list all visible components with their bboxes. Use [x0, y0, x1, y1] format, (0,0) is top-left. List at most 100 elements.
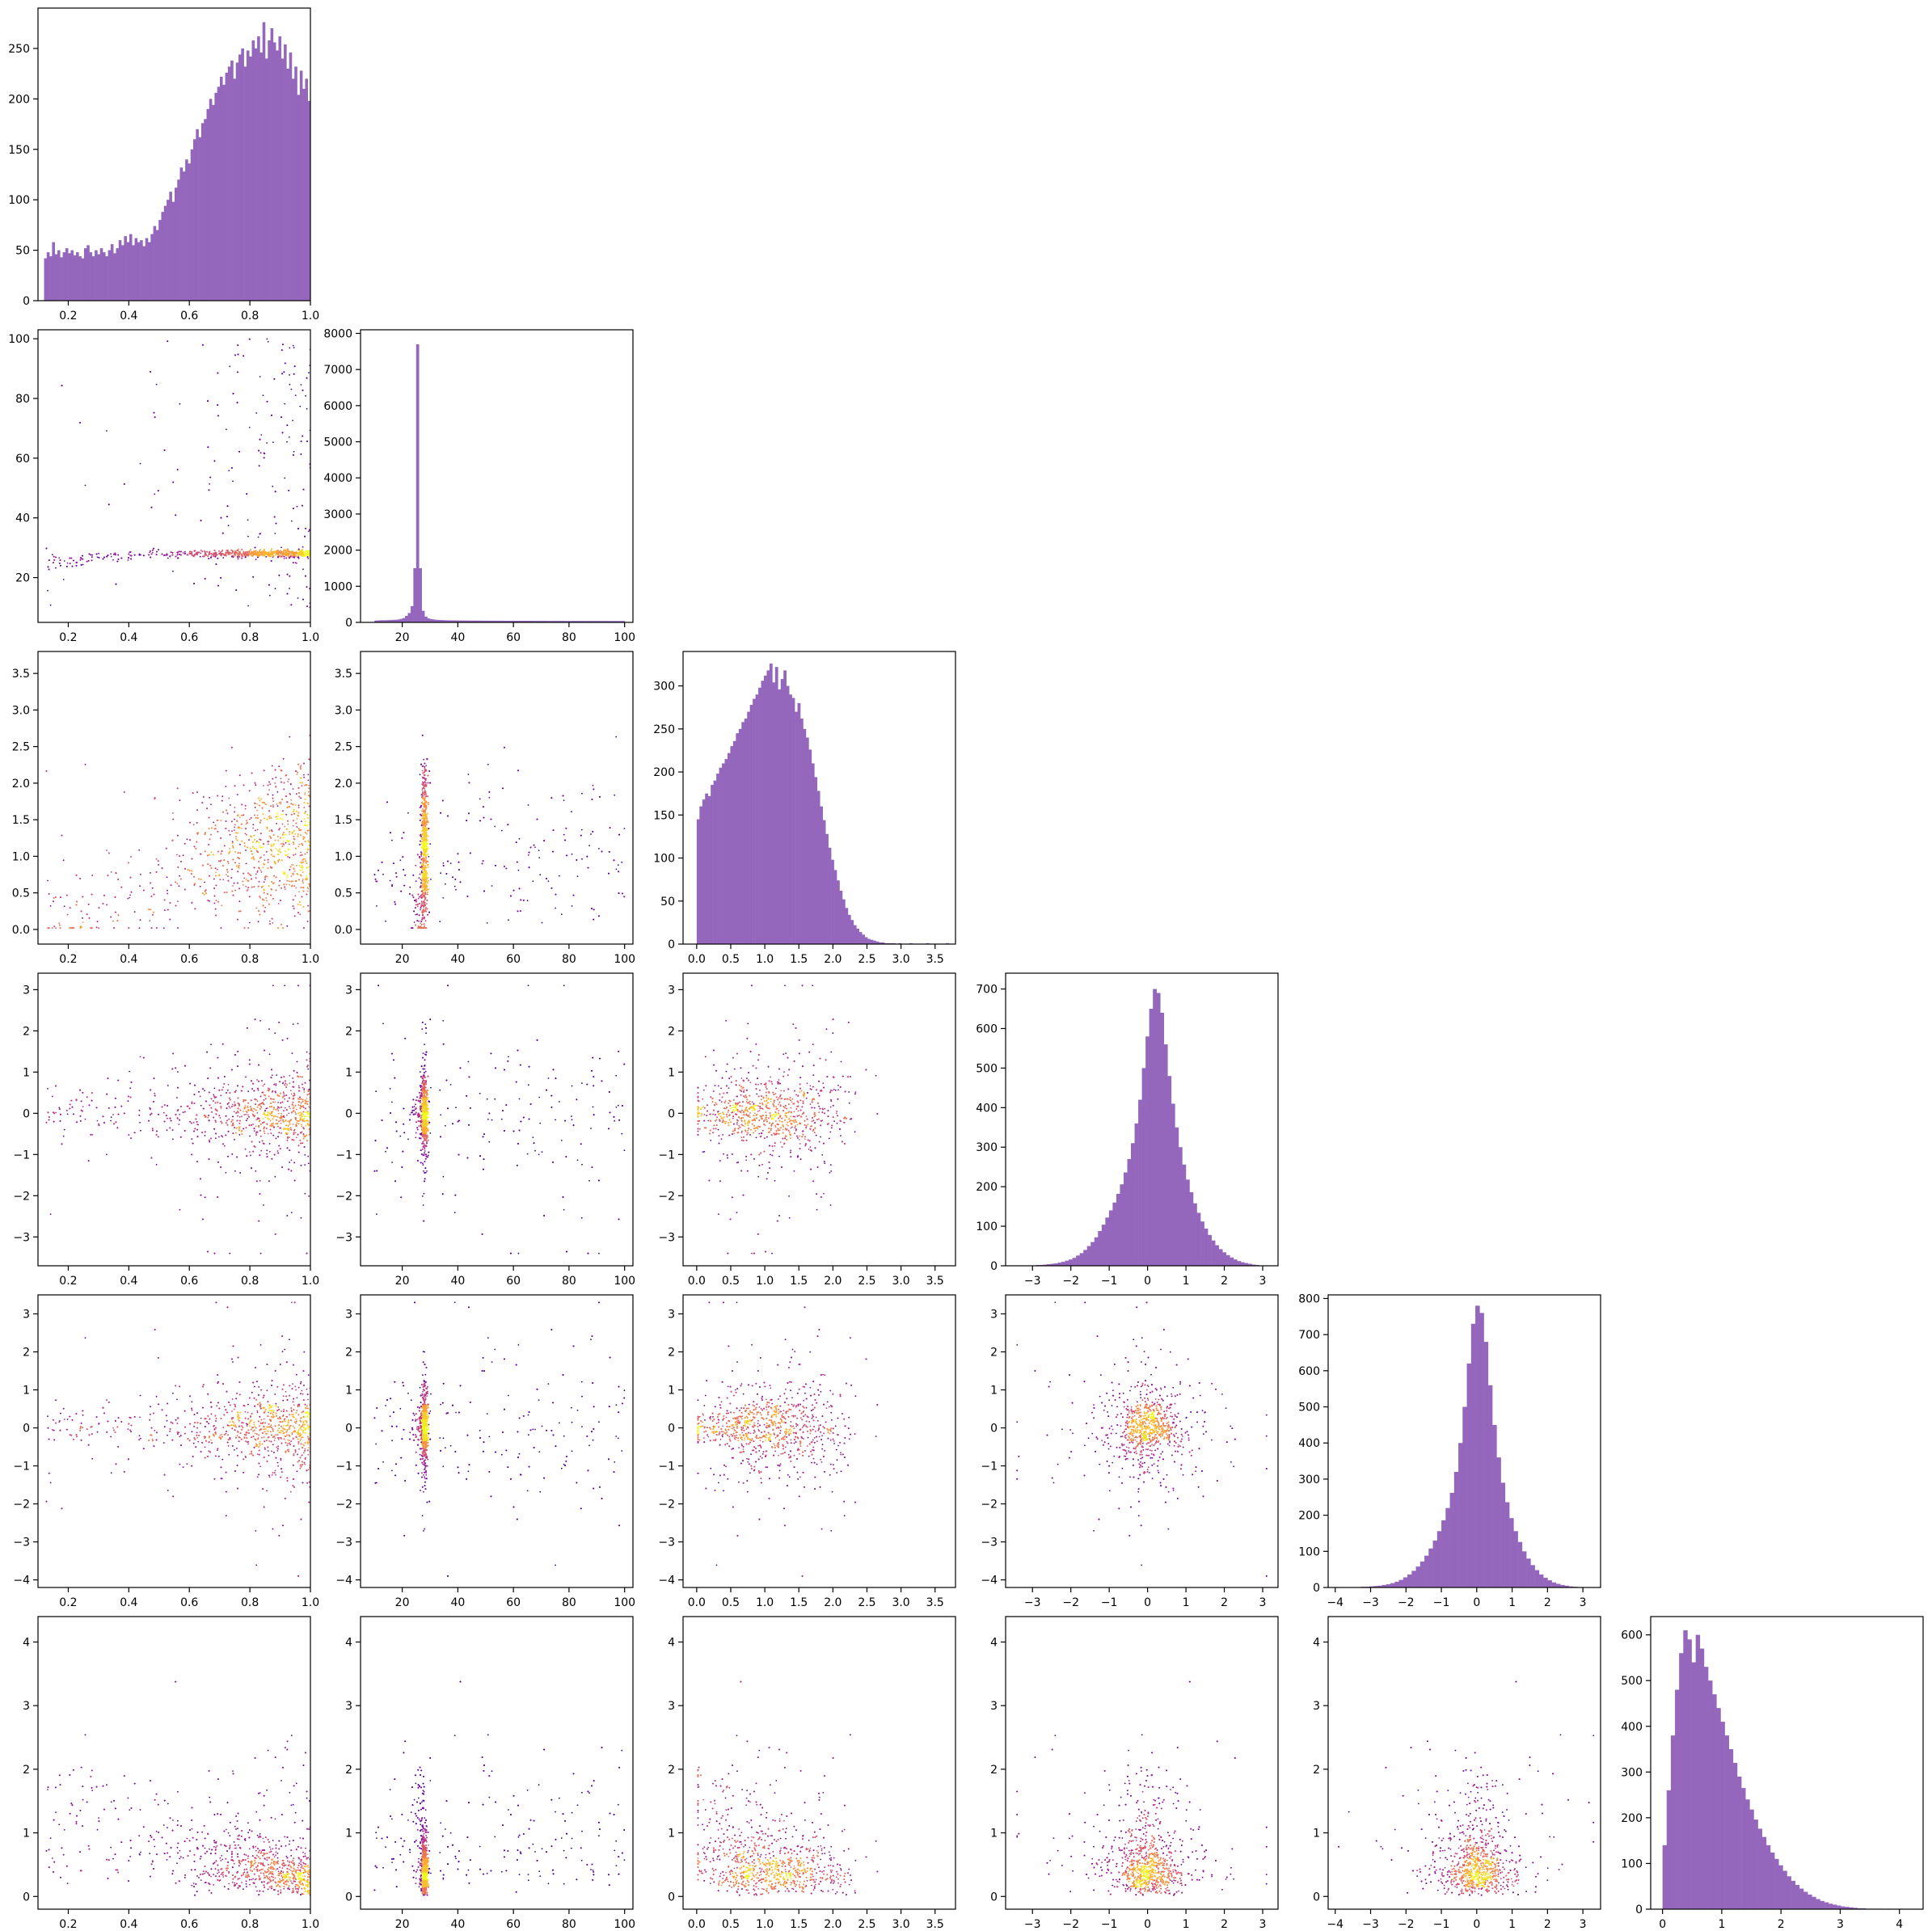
scatter-point	[210, 557, 212, 559]
scatter-point	[301, 862, 303, 864]
scatter-point	[237, 550, 238, 551]
scatter-point	[229, 833, 231, 836]
scatter-point	[199, 885, 201, 888]
scatter-point	[287, 823, 289, 825]
scatter-point	[264, 879, 266, 880]
scatter-point	[300, 384, 302, 386]
scatter-point	[297, 554, 300, 556]
scatter-point	[289, 555, 292, 558]
scatter-point	[204, 578, 206, 580]
histogram-bar	[198, 137, 202, 301]
scatter-point	[202, 555, 205, 558]
scatter-point	[151, 551, 154, 554]
histogram-bar	[519, 621, 522, 622]
scatter-point	[307, 558, 310, 559]
histogram-bar	[419, 567, 422, 622]
scatter-point	[289, 843, 290, 845]
scatter-point	[293, 508, 294, 509]
histogram-bar	[299, 70, 303, 301]
x-tick-label: 100	[614, 631, 635, 644]
y-tick-label: 3000	[323, 508, 352, 521]
scatter-point	[179, 875, 181, 877]
scatter-point	[218, 553, 221, 554]
scatter-point	[281, 416, 282, 418]
scatter-point	[208, 558, 210, 559]
y-tick-label: 8000	[323, 327, 352, 340]
scatter-point	[306, 586, 308, 588]
scatter-point	[47, 589, 49, 592]
scatter-point	[220, 820, 222, 821]
histogram-bar	[454, 620, 458, 622]
scatter-point	[278, 551, 281, 553]
scatter-point	[112, 559, 114, 561]
scatter-point	[53, 559, 56, 561]
scatter-point	[302, 598, 304, 601]
scatter-point	[274, 782, 276, 784]
scatter-point	[302, 568, 304, 571]
scatter-point	[213, 902, 216, 904]
scatter-point	[281, 550, 283, 553]
scatter-point	[272, 551, 274, 553]
scatter-point	[234, 826, 235, 828]
histogram-bar	[206, 108, 210, 301]
scatter-point	[259, 551, 262, 553]
scatter-point	[198, 551, 200, 554]
scatter-point	[260, 871, 263, 873]
scatter-point	[289, 550, 290, 553]
scatter-point	[300, 550, 302, 552]
histogram-bar	[272, 42, 276, 301]
histogram-bar	[483, 620, 487, 622]
scatter-point	[172, 570, 174, 572]
histogram-bar	[441, 620, 445, 622]
scatter-point	[286, 925, 289, 927]
histogram-bar	[102, 252, 106, 301]
scatter-point	[71, 565, 74, 567]
scatter-point	[283, 371, 285, 373]
scatter-point	[302, 546, 304, 548]
scatter-point	[296, 818, 298, 820]
y-tick-label: 6000	[323, 400, 352, 413]
scatter-point	[284, 403, 286, 405]
scatter-point	[210, 553, 213, 554]
scatter-point	[305, 811, 306, 813]
scatter-point	[180, 550, 182, 553]
scatter-point	[283, 550, 285, 553]
histogram-bar	[297, 95, 301, 301]
y-tick-label: 40	[15, 512, 30, 525]
histogram-bar	[73, 255, 77, 301]
scatter-point	[274, 588, 276, 590]
scatter-point	[82, 921, 84, 923]
scatter-point	[288, 778, 290, 781]
scatter-point	[263, 550, 264, 552]
scatter-point	[107, 554, 109, 556]
scatter-point	[167, 909, 169, 911]
scatter-point	[257, 536, 259, 538]
histogram-bar	[452, 620, 456, 622]
histogram-bar	[410, 605, 414, 622]
scatter-point	[286, 592, 289, 595]
scatter-point	[275, 785, 276, 787]
scatter-point	[306, 441, 308, 442]
scatter-point	[226, 428, 227, 431]
histogram-bar	[204, 119, 207, 301]
x-tick-label: 0.2	[59, 631, 77, 644]
scatter-point	[228, 797, 230, 799]
scatter-point	[276, 803, 278, 805]
histogram-bar	[510, 620, 514, 622]
scatter-point	[234, 818, 235, 820]
histogram-bar	[246, 50, 250, 301]
scatter-point	[167, 889, 168, 892]
scatter-point	[209, 900, 210, 902]
scatter-point	[287, 550, 289, 552]
scatter-point	[55, 556, 57, 559]
scatter-point	[306, 605, 308, 607]
histogram-bar	[52, 242, 55, 301]
scatter-point	[286, 573, 289, 576]
scatter-point	[256, 871, 259, 873]
scatter-point	[295, 562, 297, 564]
scatter-point	[259, 533, 261, 535]
histogram-bar	[402, 618, 406, 622]
scatter-point	[288, 880, 290, 883]
histogram-bar	[388, 620, 392, 622]
scatter-point	[282, 757, 285, 760]
